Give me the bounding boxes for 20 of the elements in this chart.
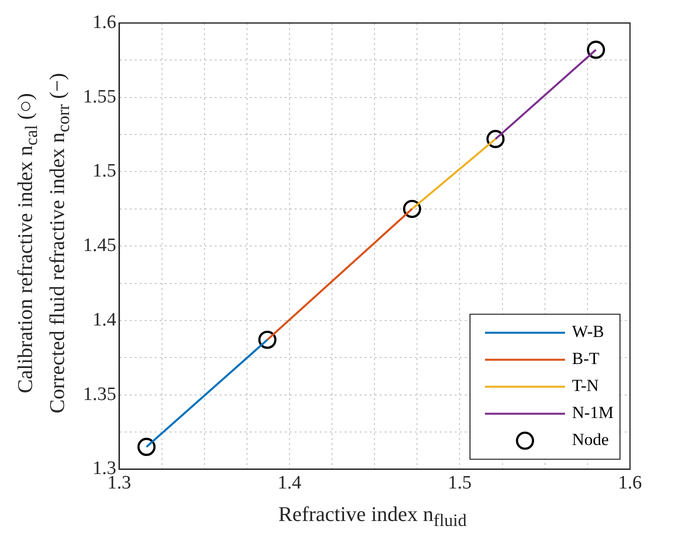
y-tick-label: 1.45 <box>83 235 116 256</box>
point <box>258 330 276 349</box>
point <box>586 40 606 59</box>
legend-label: W-B <box>572 322 604 342</box>
point <box>402 200 422 218</box>
legend-label: N-1M <box>572 403 614 422</box>
y-tick-label: 1.35 <box>83 384 116 405</box>
point <box>486 130 505 148</box>
x-tick-label: 1.5 <box>448 472 472 494</box>
legend-label: B-T <box>572 349 600 368</box>
legend-label: T-N <box>572 376 599 396</box>
x-tick-label: 1.6 <box>618 472 642 494</box>
legend-label: Node <box>572 430 609 450</box>
point <box>137 438 156 456</box>
y-tick-label: 1.4 <box>92 309 117 330</box>
x-tick-label: 1.4 <box>278 472 302 494</box>
x-axis-title: Refractive index n$_{fluid}$ <box>277 502 468 532</box>
y-tick-label: 1.6 <box>92 12 116 33</box>
y-tick-label: 1.5 <box>92 160 116 182</box>
y-tick-label: 1.55 <box>83 86 116 108</box>
